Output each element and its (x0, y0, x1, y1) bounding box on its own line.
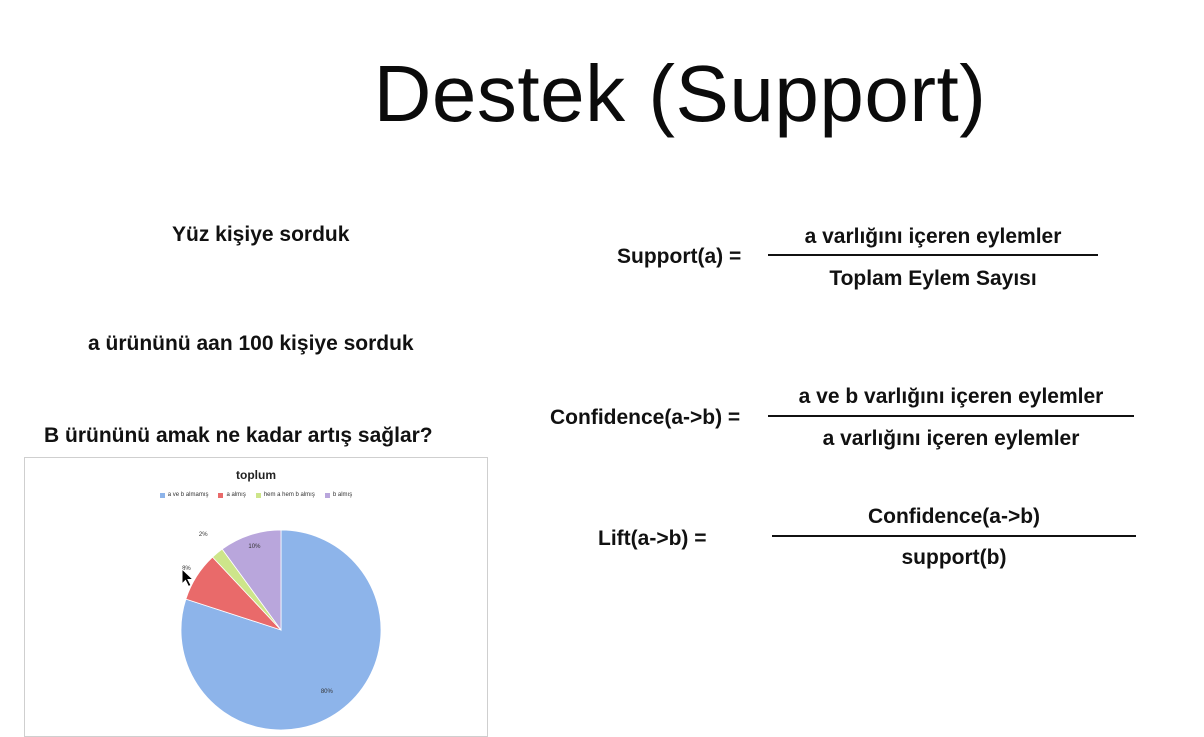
pie-chart: toplum a ve b almamış a almış hem a hem … (24, 457, 488, 737)
legend-item: a ve b almamış (159, 492, 209, 498)
lift-numerator: Confidence(a->b) (867, 505, 1041, 528)
legend-label: a almış (226, 492, 246, 498)
chart-title: toplum (236, 468, 276, 482)
confidence-numerator: a ve b varlığını içeren eylemler (798, 385, 1104, 408)
lift-denominator: support(b) (901, 546, 1007, 569)
mouse-cursor-icon (181, 568, 195, 588)
text-b-urunu-question: B ürününü amak ne kadar artış sağlar? (44, 424, 433, 447)
pie-data-label: 8% (182, 566, 191, 572)
support-denominator: Toplam Eylem Sayısı (829, 267, 1037, 290)
slide-title: Destek (Support) (373, 49, 987, 138)
legend-item: a almış (218, 492, 246, 498)
legend-label: b almış (332, 492, 353, 498)
text-yuz-kisiye: Yüz kişiye sorduk (172, 223, 350, 246)
support-fraction-line (768, 254, 1098, 256)
pie-data-label: 10% (248, 544, 261, 550)
legend-item: hem a hem b almış (255, 492, 315, 498)
legend-item: b almış (324, 492, 353, 498)
confidence-denominator: a varlığını içeren eylemler (822, 427, 1080, 450)
lift-fraction-line (772, 535, 1136, 537)
support-numerator: a varlığını içeren eylemler (804, 225, 1062, 248)
pie-slice (221, 529, 282, 632)
pie-svg: 80% 8% 2% 10% (180, 529, 382, 731)
chart-legend: a ve b almamış a almış hem a hem b almış… (25, 492, 487, 498)
legend-swatch (255, 492, 261, 498)
legend-label: a ve b almamış (167, 492, 209, 498)
text-a-urunu: a ürününü aan 100 kişiye sorduk (88, 332, 414, 355)
support-label: Support(a) = (617, 245, 742, 268)
confidence-label: Confidence(a->b) = (550, 406, 741, 429)
pie-data-label: 2% (199, 532, 208, 538)
pie-data-label: 80% (321, 689, 334, 695)
lift-label: Lift(a->b) = (598, 527, 707, 550)
confidence-fraction-line (768, 415, 1134, 417)
legend-label: hem a hem b almış (263, 492, 315, 498)
legend-swatch (218, 492, 224, 498)
legend-swatch (324, 492, 330, 498)
legend-swatch (159, 492, 165, 498)
